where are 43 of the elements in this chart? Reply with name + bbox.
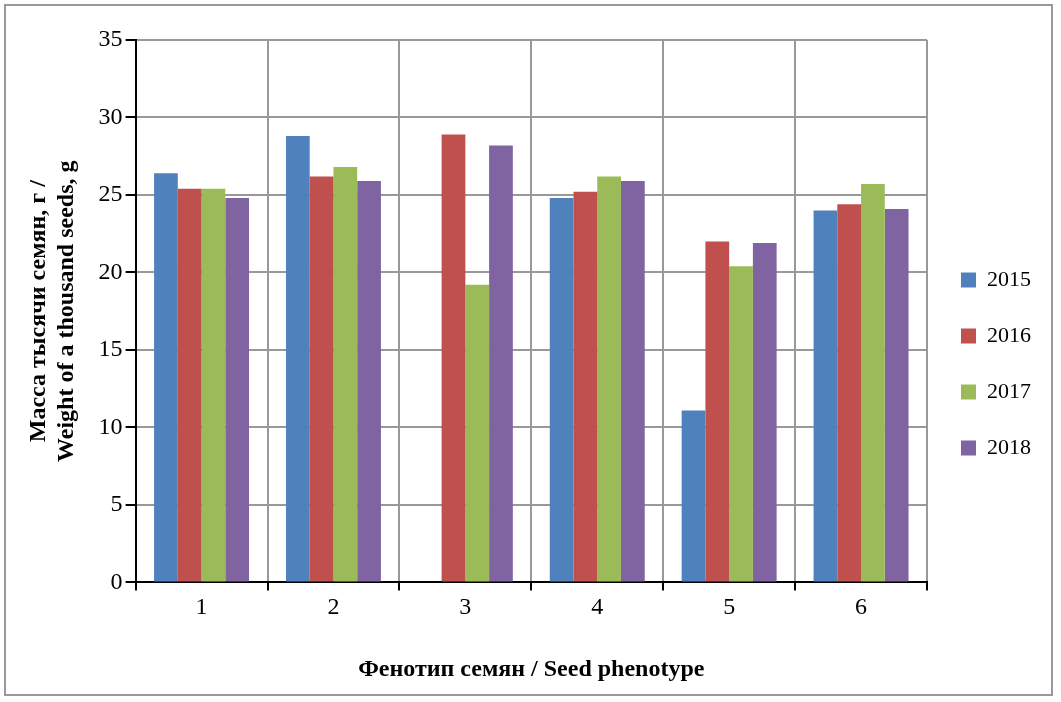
bar bbox=[837, 204, 862, 582]
bar bbox=[705, 241, 730, 582]
bar bbox=[225, 198, 250, 582]
bar bbox=[729, 266, 753, 582]
bar bbox=[309, 176, 334, 582]
y-tick-label: 15 bbox=[98, 335, 123, 362]
x-axis-title: Фенотип семян / Seed phenotype bbox=[358, 654, 705, 681]
y-tick-label: 5 bbox=[110, 490, 123, 517]
x-tick-label: 1 bbox=[195, 593, 208, 620]
bar bbox=[861, 184, 885, 582]
y-tick-label: 10 bbox=[98, 412, 123, 439]
y-tick-label: 0 bbox=[110, 567, 123, 594]
x-tick-label: 2 bbox=[327, 593, 340, 620]
y-axis-title: Масса тысячи семян, г / Weight of a thousand seeds, g bbox=[23, 160, 79, 462]
bar bbox=[489, 145, 513, 582]
bar bbox=[357, 181, 381, 582]
bar bbox=[285, 136, 310, 582]
legend-label: 2016 bbox=[987, 321, 1031, 347]
bar bbox=[573, 191, 598, 582]
bar bbox=[597, 176, 621, 582]
x-tick-label: 4 bbox=[591, 593, 604, 620]
bar bbox=[681, 410, 706, 582]
bar bbox=[441, 134, 466, 582]
bar bbox=[813, 210, 838, 582]
bar bbox=[177, 188, 202, 582]
y-tick-label: 20 bbox=[98, 257, 123, 284]
legend-label: 2017 bbox=[987, 377, 1031, 403]
y-tick-label: 35 bbox=[98, 25, 123, 52]
bar bbox=[620, 181, 645, 582]
legend-label: 2018 bbox=[987, 433, 1031, 459]
legend-label: 2015 bbox=[987, 265, 1031, 291]
bar bbox=[549, 198, 574, 582]
x-tick-label: 6 bbox=[855, 593, 868, 620]
y-tick-label: 25 bbox=[98, 180, 123, 207]
y-tick-label: 30 bbox=[98, 102, 123, 129]
bar bbox=[752, 243, 777, 582]
bar bbox=[465, 284, 490, 582]
x-tick-label: 3 bbox=[459, 593, 472, 620]
x-tick-label: 5 bbox=[723, 593, 736, 620]
bar bbox=[154, 173, 178, 582]
bar bbox=[333, 167, 358, 582]
bar bbox=[884, 208, 909, 582]
bar bbox=[201, 188, 226, 582]
